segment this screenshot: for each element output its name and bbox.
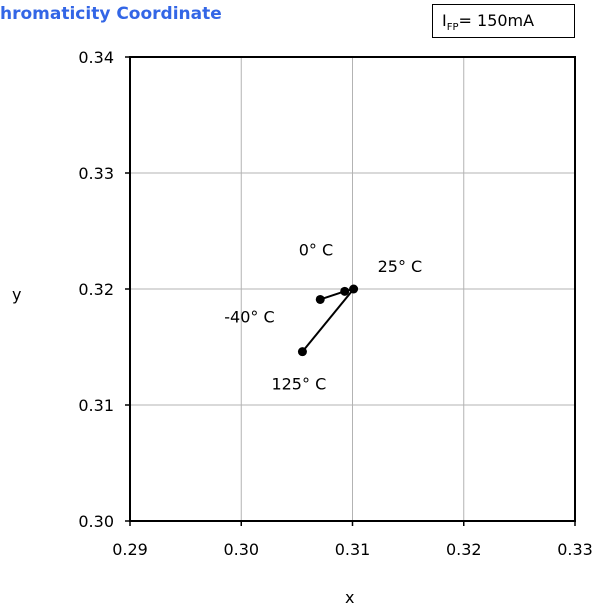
- chart-title: hromaticity Coordinate: [0, 4, 222, 24]
- condition-subscript: FP: [446, 22, 459, 34]
- y-tick-label: 0.30: [78, 512, 114, 531]
- condition-box: IFP= 150mA: [432, 4, 575, 38]
- data-point: [349, 284, 359, 294]
- data-point: [340, 286, 350, 296]
- y-axis-title: y: [12, 285, 22, 304]
- x-tick-label: 0.30: [223, 540, 259, 559]
- y-tick-label: 0.32: [78, 280, 114, 299]
- data-label: 0° C: [299, 240, 333, 259]
- y-tick-label: 0.31: [78, 396, 114, 415]
- data-point: [315, 294, 325, 304]
- y-tick-label: 0.34: [78, 48, 114, 67]
- x-tick-label: 0.31: [335, 540, 371, 559]
- data-point: [297, 347, 307, 357]
- x-tick-label: 0.29: [112, 540, 148, 559]
- y-tick-label: 0.33: [78, 164, 114, 183]
- data-label: 125° C: [271, 375, 326, 394]
- condition-value: = 150mA: [458, 11, 535, 30]
- condition-symbol: I: [442, 11, 447, 30]
- x-axis-title: x: [345, 588, 355, 607]
- data-label: 25° C: [378, 257, 423, 276]
- series-line: [301, 288, 355, 353]
- data-label: -40° C: [224, 307, 274, 326]
- x-tick-label: 0.33: [557, 540, 593, 559]
- x-tick-label: 0.32: [446, 540, 482, 559]
